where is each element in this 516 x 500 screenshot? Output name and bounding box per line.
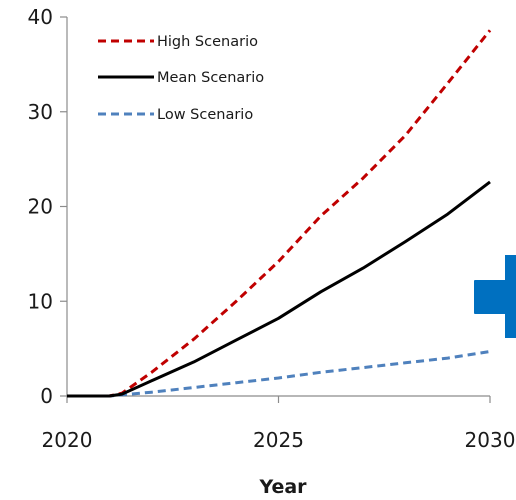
y-tick-label: 40	[28, 5, 53, 29]
x-axis-title: Year	[258, 476, 307, 498]
legend-label-mean-scenario: Mean Scenario	[157, 70, 264, 86]
x-tick-label: 2030	[465, 428, 516, 452]
series-layer	[67, 29, 492, 398]
x-tick-label: 2025	[253, 428, 304, 452]
legend-label-low-scenario: Low Scenario	[157, 107, 253, 123]
series-line-high-scenario	[67, 29, 492, 398]
y-tick-label: 0	[40, 384, 53, 408]
x-tick-label: 2020	[42, 428, 93, 452]
series-line-low-scenario	[67, 350, 491, 398]
legend-label-high-scenario: High Scenario	[157, 34, 258, 50]
series-line-mean-scenario	[67, 180, 491, 398]
legend: High Scenario Mean Scenario Low Scenario	[98, 34, 264, 123]
y-tick-label: 30	[28, 100, 53, 124]
right-arrow-icon	[474, 255, 516, 338]
y-tick-label: 10	[28, 289, 53, 313]
y-tick-label: 20	[28, 195, 53, 219]
